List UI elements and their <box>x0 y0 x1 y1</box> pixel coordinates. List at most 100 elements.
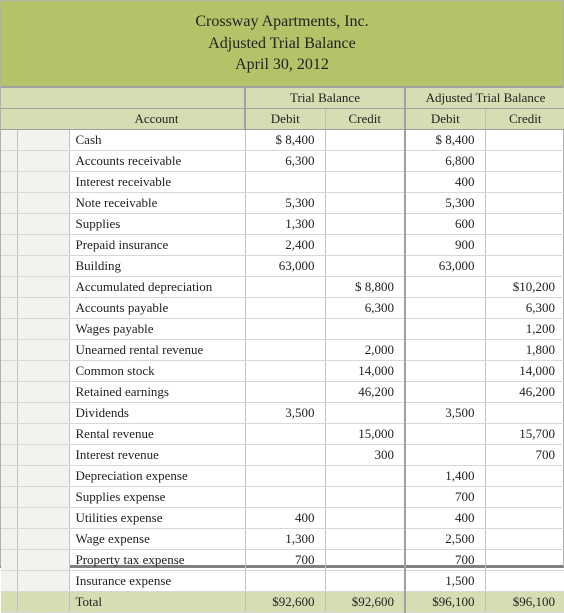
cell-d2: 63,000 <box>405 255 485 276</box>
row-num <box>17 234 69 255</box>
row-stub <box>1 570 17 591</box>
balance-table: Trial Balance Adjusted Trial Balance Acc… <box>1 88 564 613</box>
cell-c2 <box>485 213 564 234</box>
cell-c1: $ 8,800 <box>325 276 405 297</box>
cell-c1 <box>325 213 405 234</box>
cell-d2: 700 <box>405 486 485 507</box>
cell-c2: 15,700 <box>485 423 564 444</box>
account-name: Depreciation expense <box>69 465 245 486</box>
table-row: Wages payable1,200 <box>1 318 564 339</box>
account-name: Supplies <box>69 213 245 234</box>
cell-c1: 46,200 <box>325 381 405 402</box>
title-report: Adjusted Trial Balance <box>1 33 563 55</box>
row-stub <box>1 591 17 612</box>
cell-c2 <box>485 465 564 486</box>
table-row: Supplies1,300600 <box>1 213 564 234</box>
cell-c2 <box>485 507 564 528</box>
cell-d1: $ 8,400 <box>245 129 325 150</box>
cell-c1 <box>325 549 405 570</box>
cell-d1 <box>245 171 325 192</box>
cell-d2 <box>405 381 485 402</box>
cell-d1 <box>245 318 325 339</box>
cell-d2 <box>405 318 485 339</box>
cell-d1: 2,400 <box>245 234 325 255</box>
table-row: Insurance expense1,500 <box>1 570 564 591</box>
cell-d2: $ 8,400 <box>405 129 485 150</box>
cell-c1: 15,000 <box>325 423 405 444</box>
cell-d1 <box>245 570 325 591</box>
cell-d2 <box>405 339 485 360</box>
hdr-credit: Credit <box>325 108 405 129</box>
row-stub <box>1 171 17 192</box>
row-num <box>17 339 69 360</box>
row-stub <box>1 276 17 297</box>
cell-c2: 6,300 <box>485 297 564 318</box>
cell-d1 <box>245 276 325 297</box>
table-row: Total$92,600$92,600$96,100$96,100 <box>1 591 564 612</box>
table-row: Dividends3,5003,500 <box>1 402 564 423</box>
cell-c2: $96,100 <box>485 591 564 612</box>
hdr-trial-balance: Trial Balance <box>245 88 405 109</box>
cell-c1 <box>325 255 405 276</box>
row-num <box>17 213 69 234</box>
table-row: Wage expense1,3002,500 <box>1 528 564 549</box>
account-name: Property tax expense <box>69 549 245 570</box>
cell-c1: 14,000 <box>325 360 405 381</box>
cell-c1 <box>325 192 405 213</box>
cell-c1 <box>325 465 405 486</box>
row-num <box>17 549 69 570</box>
cell-d2: 600 <box>405 213 485 234</box>
row-stub <box>1 192 17 213</box>
account-name: Wages payable <box>69 318 245 339</box>
cell-c2 <box>485 129 564 150</box>
account-name: Note receivable <box>69 192 245 213</box>
account-name: Building <box>69 255 245 276</box>
cell-d1 <box>245 297 325 318</box>
table-row: Unearned rental revenue2,0001,800 <box>1 339 564 360</box>
cell-c2: 1,800 <box>485 339 564 360</box>
cell-d1: 700 <box>245 549 325 570</box>
cell-d2: $96,100 <box>405 591 485 612</box>
table-row: Note receivable5,3005,300 <box>1 192 564 213</box>
account-name: Accounts receivable <box>69 150 245 171</box>
table-row: Common stock14,00014,000 <box>1 360 564 381</box>
row-stub <box>1 360 17 381</box>
row-stub <box>1 129 17 150</box>
cell-c2 <box>485 192 564 213</box>
row-num <box>17 129 69 150</box>
cell-d2 <box>405 297 485 318</box>
cell-c1 <box>325 507 405 528</box>
cell-d2: 6,800 <box>405 150 485 171</box>
row-num <box>17 276 69 297</box>
hdr-debit: Debit <box>245 108 325 129</box>
table-row: Accounts payable6,3006,300 <box>1 297 564 318</box>
row-num <box>17 192 69 213</box>
account-name: Rental revenue <box>69 423 245 444</box>
account-name: Supplies expense <box>69 486 245 507</box>
table-row: Property tax expense700700 <box>1 549 564 570</box>
cell-d1: 6,300 <box>245 150 325 171</box>
row-stub <box>1 486 17 507</box>
cell-d2 <box>405 276 485 297</box>
table-row: Accounts receivable6,300 6,800 <box>1 150 564 171</box>
hdr-blank <box>69 88 245 109</box>
account-name: Interest revenue <box>69 444 245 465</box>
cell-c1: 2,000 <box>325 339 405 360</box>
table-row: Interest receivable400 <box>1 171 564 192</box>
cell-c1 <box>325 486 405 507</box>
row-num <box>17 381 69 402</box>
cell-d1 <box>245 339 325 360</box>
title-date: April 30, 2012 <box>1 54 563 76</box>
cell-c2 <box>485 402 564 423</box>
hdr-account: Account <box>69 108 245 129</box>
table-row: Depreciation expense1,400 <box>1 465 564 486</box>
title-company: Crossway Apartments, Inc. <box>1 11 563 33</box>
cell-d1 <box>245 360 325 381</box>
row-num <box>17 528 69 549</box>
account-name: Utilities expense <box>69 507 245 528</box>
row-num <box>17 318 69 339</box>
cell-d2: 2,500 <box>405 528 485 549</box>
row-stub <box>1 318 17 339</box>
header-row-1: Trial Balance Adjusted Trial Balance <box>1 88 564 109</box>
table-row: Cash$ 8,400$ 8,400 <box>1 129 564 150</box>
